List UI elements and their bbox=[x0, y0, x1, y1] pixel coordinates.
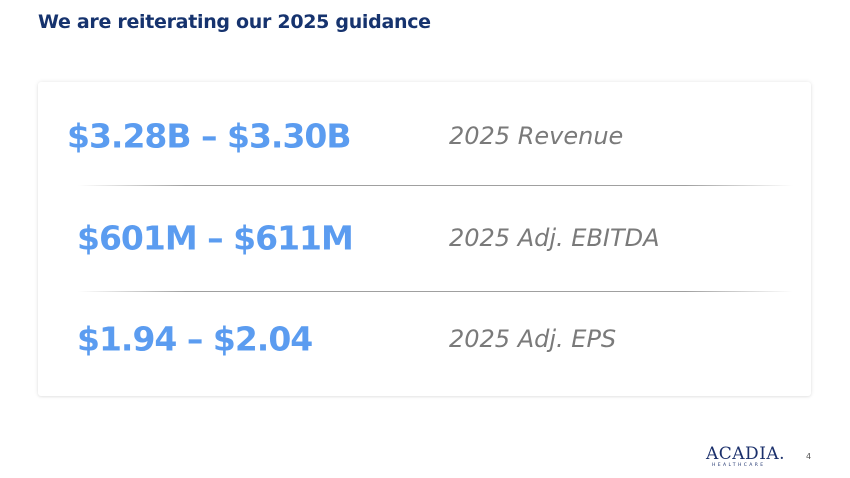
guidance-row-ebitda: $601M – $611M 2025 Adj. EBITDA bbox=[38, 208, 811, 268]
page-number: 4 bbox=[806, 452, 812, 461]
guidance-label: 2025 Adj. EBITDA bbox=[449, 224, 660, 252]
divider bbox=[78, 291, 793, 292]
guidance-value: $3.28B – $3.30B bbox=[67, 116, 352, 156]
guidance-value: $601M – $611M bbox=[77, 218, 354, 258]
acadia-logo: ACADIA. HEALTHCARE bbox=[706, 444, 792, 470]
guidance-card: $3.28B – $3.30B 2025 Revenue $601M – $61… bbox=[38, 82, 811, 396]
page-title: We are reiterating our 2025 guidance bbox=[38, 11, 431, 33]
logo-wordmark: ACADIA. bbox=[706, 444, 786, 464]
logo-subtitle: HEALTHCARE bbox=[712, 463, 766, 468]
guidance-label: 2025 Adj. EPS bbox=[449, 325, 617, 353]
divider bbox=[78, 185, 793, 186]
guidance-row-eps: $1.94 – $2.04 2025 Adj. EPS bbox=[38, 309, 811, 369]
guidance-row-revenue: $3.28B – $3.30B 2025 Revenue bbox=[38, 106, 811, 166]
guidance-label: 2025 Revenue bbox=[449, 122, 624, 150]
guidance-value: $1.94 – $2.04 bbox=[77, 319, 313, 359]
